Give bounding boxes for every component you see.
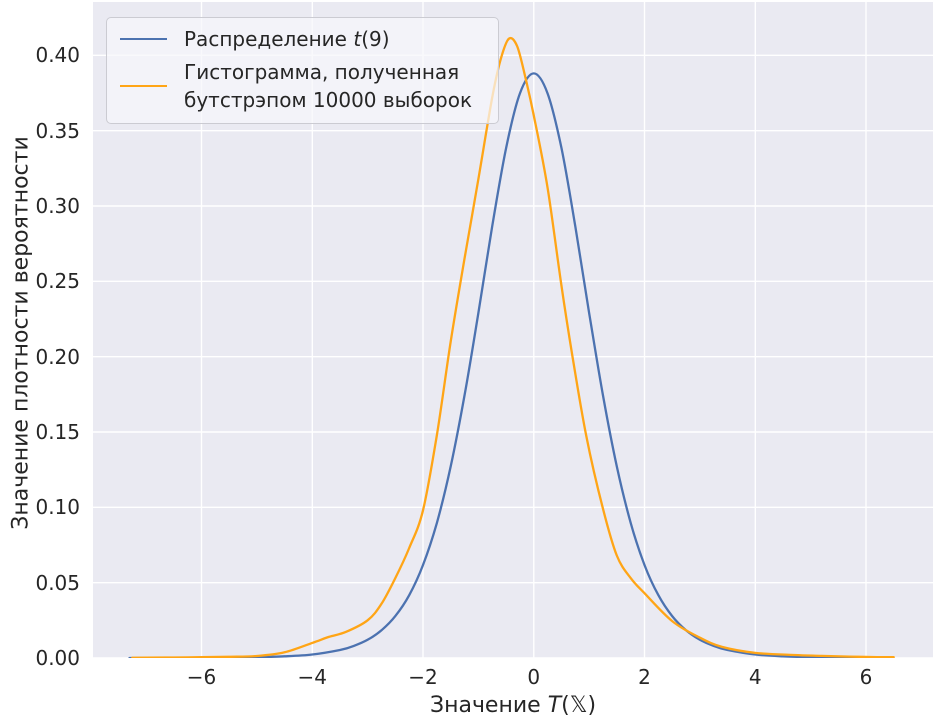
legend-line-blue	[120, 38, 167, 40]
y-tick-label: 0.40	[35, 43, 80, 68]
x-tick-label: −2	[408, 665, 438, 689]
x-tick-label: 6	[859, 665, 873, 689]
legend-item-t-distribution: Распределение t(9)	[120, 25, 486, 53]
y-tick-label: 0.00	[35, 646, 80, 670]
y-tick-label: 0.15	[35, 420, 80, 444]
y-tick-label: 0.05	[35, 570, 80, 595]
x-tick-label: 0	[527, 665, 541, 689]
x-tick-label: −4	[297, 665, 328, 689]
legend-line-orange	[120, 85, 167, 87]
y-axis-label: Значение плотности вероятности	[8, 136, 34, 530]
x-tick-label: 2	[638, 665, 651, 689]
legend: Распределение t(9) Гистограмма, полученн…	[106, 17, 499, 124]
legend-label: Гистограмма, полученная бутстрэпом 10000…	[184, 60, 473, 112]
x-tick-label: 4	[748, 665, 762, 689]
y-tick-label: 0.10	[35, 495, 80, 520]
y-tick-label: 0.35	[35, 118, 80, 143]
t-distribution-curve	[128, 72, 884, 658]
y-tick-label: 0.20	[35, 344, 80, 369]
plot-area: Распределение t(9) Гистограмма, полученн…	[93, 2, 933, 658]
x-axis-label: Значение T(𝕏)	[429, 693, 597, 718]
bootstrap-density-curve	[131, 36, 895, 658]
legend-label: Распределение t(9)	[184, 27, 390, 51]
x-tick-label: −6	[186, 665, 217, 689]
y-tick-label: 0.25	[35, 269, 80, 294]
y-tick-label: 0.30	[35, 194, 80, 218]
legend-item-bootstrap: Гистограмма, полученная бутстрэпом 10000…	[120, 58, 486, 114]
chart-canvas	[93, 2, 933, 658]
